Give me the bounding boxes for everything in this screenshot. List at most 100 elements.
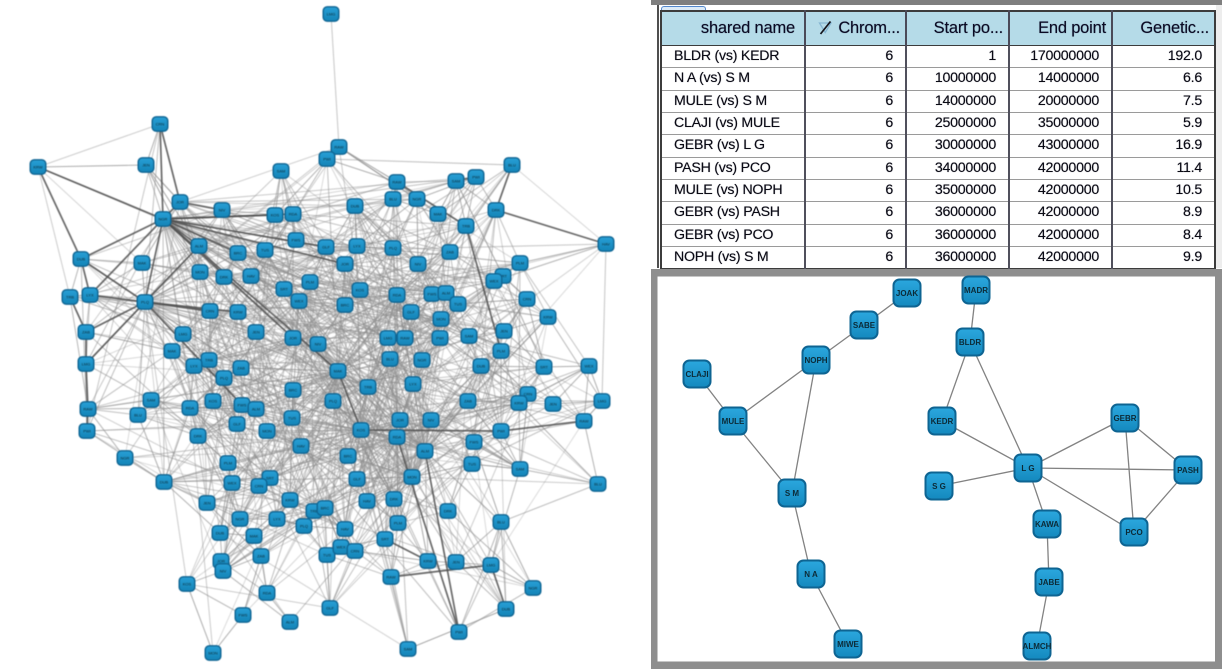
svg-text:LMG: LMG (82, 362, 91, 367)
svg-text:NGR: NGR (159, 217, 168, 222)
svg-text:KRW: KRW (543, 315, 552, 320)
svg-text:LMG: LMG (598, 399, 607, 404)
svg-text:ZAB: ZAB (82, 330, 90, 335)
svg-text:ALM: ALM (195, 244, 203, 249)
svg-text:KOS: KOS (356, 288, 365, 293)
svg-text:MULE: MULE (722, 417, 745, 426)
svg-text:NIV: NIV (219, 208, 226, 213)
svg-text:BLU: BLU (594, 482, 602, 487)
svg-text:SRT: SRT (540, 365, 548, 370)
svg-text:RAW: RAW (334, 145, 343, 150)
svg-text:JOR: JOR (289, 336, 297, 341)
svg-text:BLU: BLU (134, 413, 142, 418)
svg-text:BRC: BRC (289, 388, 298, 393)
svg-text:HAV: HAV (297, 444, 305, 449)
svg-text:PLM: PLM (516, 261, 524, 266)
svg-text:GLF: GLF (233, 422, 241, 427)
svg-text:JEN: JEN (203, 501, 211, 506)
svg-text:DRK: DRK (390, 497, 399, 502)
svg-text:SAM: SAM (147, 398, 156, 403)
svg-text:RAW: RAW (386, 575, 395, 580)
svg-text:WEX: WEX (584, 364, 593, 369)
svg-text:WEX: WEX (227, 481, 236, 486)
svg-text:ALM: ALM (421, 449, 429, 454)
svg-text:DUB: DUB (502, 607, 511, 612)
svg-text:HAV: HAV (602, 242, 610, 247)
svg-text:RAW: RAW (83, 407, 92, 412)
svg-text:MAK: MAK (250, 534, 259, 539)
svg-text:MON: MON (208, 651, 217, 656)
svg-text:RDA: RDA (393, 435, 402, 440)
svg-text:KOS: KOS (209, 399, 218, 404)
svg-text:ZAB: ZAB (446, 250, 454, 255)
svg-text:WEX: WEX (489, 279, 498, 284)
svg-text:WEX: WEX (294, 299, 303, 304)
svg-text:RAW: RAW (579, 419, 588, 424)
svg-text:HAV: HAV (363, 499, 371, 504)
svg-text:BRC: BRC (321, 506, 330, 511)
svg-text:PWI: PWI (472, 175, 480, 180)
svg-text:NIV: NIV (315, 342, 322, 347)
svg-text:FWS: FWS (428, 292, 437, 297)
svg-text:FWS: FWS (238, 403, 247, 408)
svg-text:MAK: MAK (168, 349, 177, 354)
svg-text:FWS: FWS (292, 238, 301, 243)
svg-text:SAM: SAM (404, 647, 413, 652)
svg-text:NIV: NIV (220, 569, 227, 574)
svg-text:CRN: CRN (156, 122, 165, 127)
svg-text:RAW: RAW (392, 180, 401, 185)
svg-text:RDA: RDA (393, 293, 402, 298)
svg-text:JEN: JEN (142, 163, 150, 168)
svg-text:BLU: BLU (508, 163, 516, 168)
svg-text:RDA: RDA (186, 406, 195, 411)
svg-text:DUB: DUB (77, 257, 86, 262)
svg-text:PWI: PWI (83, 429, 91, 434)
svg-text:JOR: JOR (176, 200, 184, 205)
svg-text:KOS: KOS (357, 428, 366, 433)
svg-text:DRK: DRK (220, 275, 229, 280)
svg-text:PLQ: PLQ (389, 246, 397, 251)
svg-text:MAK: MAK (138, 261, 147, 266)
svg-text:S G: S G (932, 482, 946, 491)
svg-text:MAK: MAK (334, 369, 343, 374)
svg-text:TUS: TUS (261, 248, 269, 253)
svg-text:SAM: SAM (516, 467, 525, 472)
svg-text:SRT: SRT (381, 537, 389, 542)
svg-text:LYX: LYX (409, 382, 417, 387)
svg-text:BLU: BLU (497, 520, 505, 525)
svg-text:PLQ: PLQ (141, 300, 149, 305)
svg-text:GLF: GLF (322, 245, 330, 250)
svg-text:MON: MON (407, 475, 416, 480)
svg-text:PWI: PWI (323, 157, 331, 162)
svg-text:LMG: LMG (487, 563, 496, 568)
svg-text:PLQ: PLQ (220, 376, 228, 381)
svg-text:ZAB: ZAB (464, 399, 472, 404)
svg-text:NGR: NGR (121, 456, 130, 461)
svg-text:TRB: TRB (462, 224, 470, 229)
svg-text:TRB: TRB (364, 385, 372, 390)
svg-text:TUS: TUS (468, 462, 476, 467)
svg-text:DUB: DUB (477, 364, 486, 369)
svg-text:KOS: KOS (183, 582, 192, 587)
svg-text:KRW: KRW (423, 559, 432, 564)
svg-text:NGR: NGR (418, 358, 427, 363)
svg-text:NGR: NGR (413, 197, 422, 202)
svg-text:NIV: NIV (428, 418, 435, 423)
svg-text:RAW: RAW (400, 336, 409, 341)
svg-text:LYX: LYX (273, 517, 281, 522)
svg-text:SABE: SABE (853, 321, 876, 330)
svg-text:LYX: LYX (353, 244, 361, 249)
svg-text:DRK: DRK (194, 434, 203, 439)
svg-text:KEDR: KEDR (931, 417, 954, 426)
svg-text:ZAB: ZAB (237, 366, 245, 371)
svg-text:MON: MON (195, 270, 204, 275)
svg-text:JEN: JEN (452, 560, 460, 565)
svg-text:DRK: DRK (492, 208, 501, 213)
svg-text:JEN: JEN (252, 330, 260, 335)
svg-text:CRN: CRN (524, 392, 533, 397)
svg-text:GLF: GLF (407, 310, 415, 315)
svg-text:S M: S M (785, 489, 800, 498)
svg-text:MADR: MADR (964, 286, 988, 295)
svg-text:KRW: KRW (233, 310, 242, 315)
svg-text:L G: L G (1021, 464, 1034, 473)
